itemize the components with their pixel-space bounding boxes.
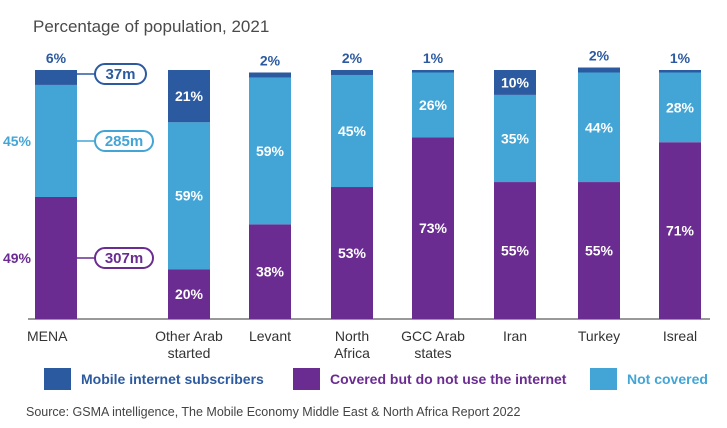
category-label: Africa	[334, 345, 370, 361]
bar-segment-subscribers	[35, 70, 77, 85]
bar-segment-not_covered	[659, 72, 701, 143]
category-label: Levant	[249, 328, 291, 344]
data-label-covered: 53%	[338, 245, 367, 261]
category-label: started	[168, 345, 211, 361]
data-label-not_covered: 44%	[585, 119, 614, 135]
source-note: Source: GSMA intelligence, The Mobile Ec…	[26, 405, 521, 419]
data-label-covered: 73%	[419, 220, 448, 236]
legend-swatch-subscribers	[44, 368, 71, 390]
bar-segment-covered	[331, 187, 373, 319]
bar-segment-not_covered	[168, 122, 210, 270]
bar-segment-not_covered	[412, 72, 454, 138]
bar-segment-subscribers	[249, 72, 291, 78]
data-label-subscribers: 21%	[175, 88, 204, 104]
data-label-not_covered: 45%	[338, 123, 367, 139]
legend-label-not-covered: Not covered	[627, 371, 708, 387]
bar-segment-covered	[412, 137, 454, 319]
data-label-subscribers: 1%	[423, 50, 444, 66]
data-label-covered: 38%	[256, 264, 285, 280]
bar-segment-subscribers	[331, 70, 373, 75]
bar-segment-covered	[659, 142, 701, 319]
data-label-subscribers: 10%	[501, 74, 530, 90]
legend-item-subscribers: Mobile internet subscribers	[44, 368, 264, 390]
data-label-covered: 49%	[3, 250, 32, 266]
data-label-not_covered: 28%	[666, 99, 695, 115]
bar-segment-subscribers	[168, 70, 210, 123]
data-label-covered: 55%	[501, 243, 530, 259]
bar-segment-subscribers	[578, 67, 620, 73]
legend-item-not-covered: Not covered	[590, 368, 708, 390]
data-label-subscribers: 1%	[670, 50, 691, 66]
data-label-not_covered: 59%	[175, 188, 204, 204]
bar-segment-subscribers	[412, 70, 454, 73]
callout-label: 307m	[105, 250, 143, 267]
category-label: North	[335, 328, 369, 344]
bar-segment-subscribers	[494, 70, 536, 95]
legend-label-covered: Covered but do not use the internet	[330, 371, 567, 387]
category-label: Iran	[503, 328, 527, 344]
chart-title: Percentage of population, 2021	[33, 17, 270, 36]
bar-segment-covered	[168, 269, 210, 319]
bar-segment-covered	[578, 182, 620, 319]
category-label: Turkey	[578, 328, 620, 344]
data-label-not_covered: 45%	[3, 133, 32, 149]
callout-label: 285m	[105, 133, 143, 150]
legend-label-subscribers: Mobile internet subscribers	[81, 371, 264, 387]
category-label: GCC Arab	[401, 328, 465, 344]
data-label-not_covered: 26%	[419, 97, 448, 113]
data-label-covered: 20%	[175, 286, 204, 302]
legend-item-covered: Covered but do not use the internet	[293, 368, 566, 390]
callout-pill	[94, 246, 154, 269]
bar-segment-not_covered	[494, 94, 536, 183]
data-label-not_covered: 59%	[256, 143, 285, 159]
callout-pill	[94, 63, 147, 85]
legend-swatch-not-covered	[590, 368, 617, 390]
data-label-subscribers: 2%	[589, 48, 610, 64]
bar-segment-not_covered	[578, 72, 620, 183]
bar-segment-covered	[494, 182, 536, 319]
data-label-subscribers: 6%	[46, 50, 67, 66]
category-label: Isreal	[663, 328, 697, 344]
data-label-subscribers: 2%	[260, 52, 281, 68]
data-label-subscribers: 2%	[342, 50, 363, 66]
callout-label: 37m	[105, 66, 135, 83]
bar-segment-covered	[249, 224, 291, 319]
data-label-not_covered: 35%	[501, 130, 530, 146]
category-label: states	[414, 345, 451, 361]
data-label-covered: 55%	[585, 243, 614, 259]
bar-segment-not_covered	[35, 84, 77, 197]
bar-segment-not_covered	[249, 77, 291, 225]
bar-segment-subscribers	[659, 70, 701, 73]
legend-swatch-covered	[293, 368, 320, 390]
bar-segment-not_covered	[331, 74, 373, 188]
category-label: MENA	[27, 328, 68, 344]
data-label-covered: 71%	[666, 223, 695, 239]
category-label: Other Arab	[155, 328, 223, 344]
callout-pill	[94, 129, 154, 152]
bar-segment-covered	[35, 196, 77, 319]
